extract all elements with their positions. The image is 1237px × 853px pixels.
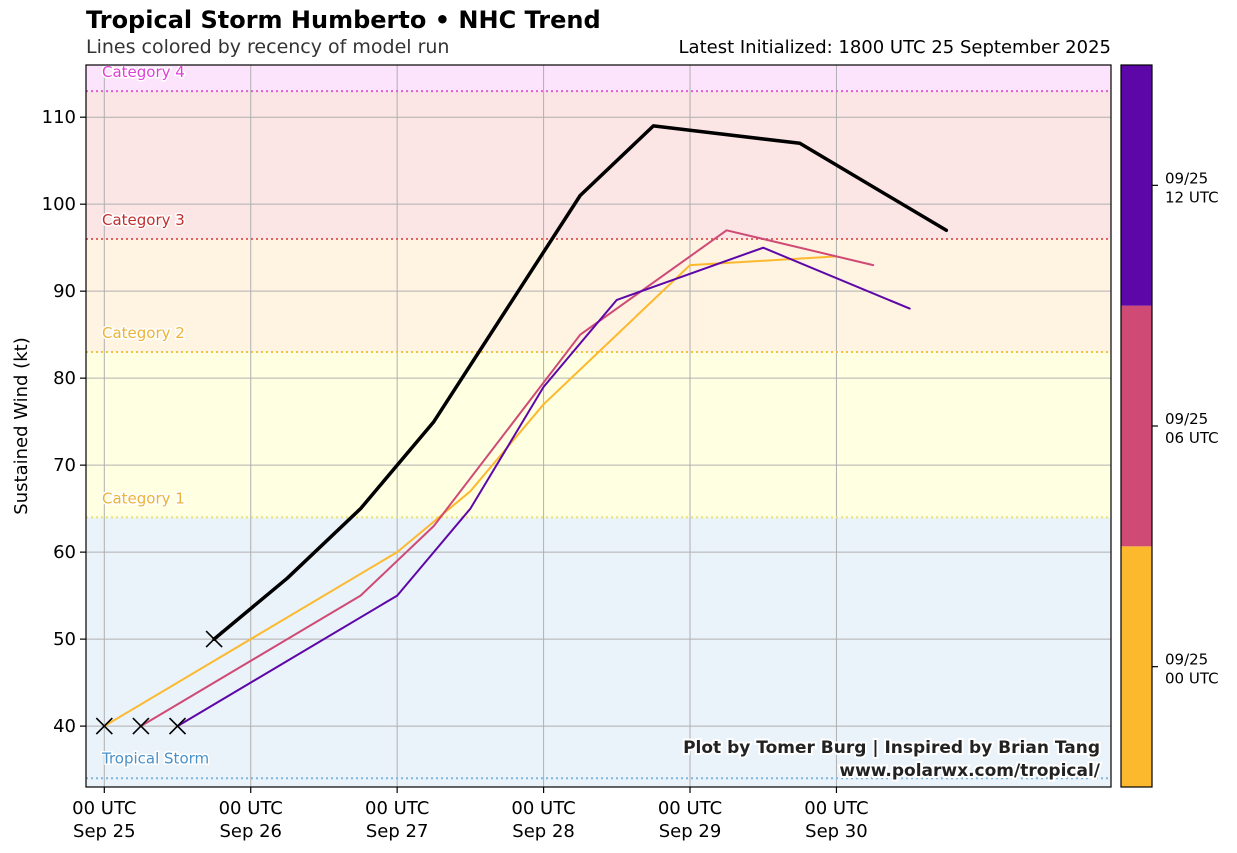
- colorbar-tick-date: 09/25: [1165, 651, 1208, 669]
- x-tick-label-time: 00 UTC: [658, 798, 722, 819]
- initial-marker: [205, 630, 223, 648]
- x-tick-label-date: Sep 25: [73, 821, 136, 842]
- colorbar-tick-time: 12 UTC: [1165, 188, 1219, 206]
- y-tick-label: 50: [53, 629, 76, 650]
- chart-subtitle: Lines colored by recency of model run: [86, 36, 450, 58]
- x-tick-label-date: Sep 30: [805, 821, 868, 842]
- colorbar-tick-time: 00 UTC: [1165, 670, 1219, 688]
- chart-title: Tropical Storm Humberto • NHC Trend: [86, 6, 601, 34]
- credit-text: Plot by Tomer Burg | Inspired by Brian T…: [681, 736, 1103, 783]
- credit-line-1: Plot by Tomer Burg | Inspired by Brian T…: [683, 738, 1100, 758]
- category-band: [86, 517, 1111, 787]
- plot-frame: [85, 64, 1112, 788]
- category-band: [86, 65, 1111, 92]
- x-tick-label-time: 00 UTC: [511, 798, 575, 819]
- forecast-series-line: [212, 124, 949, 641]
- x-tick-label-date: Sep 27: [366, 821, 429, 842]
- category-label: Category 2: [102, 324, 185, 342]
- y-tick-label: 110: [42, 107, 76, 128]
- forecast-lines: [103, 124, 949, 728]
- colorbar-segment: [1121, 305, 1152, 547]
- y-axis-ticks: 40 50 60 70 80 90 100 110: [42, 107, 86, 737]
- y-tick-label: 100: [42, 194, 76, 215]
- category-threshold-lines: [86, 90, 1111, 780]
- colorbar-segment: [1121, 65, 1152, 306]
- y-axis-label: Sustained Wind (kt): [11, 337, 32, 514]
- colorbar-tick-time: 06 UTC: [1165, 429, 1219, 447]
- y-tick-label: 40: [53, 716, 76, 737]
- x-tick-label-time: 00 UTC: [72, 798, 136, 819]
- category-bands: [86, 65, 1111, 787]
- y-tick-label: 60: [53, 542, 76, 563]
- initial-marker: [132, 717, 150, 735]
- x-tick-label-time: 00 UTC: [804, 798, 868, 819]
- x-tick-label-date: Sep 28: [512, 821, 575, 842]
- colorbar-tick-date: 09/25: [1165, 410, 1208, 428]
- colorbar-tick-date: 09/25: [1165, 169, 1208, 187]
- y-tick-label: 80: [53, 368, 76, 389]
- y-tick-label: 90: [53, 281, 76, 302]
- colorbar-segment: [1121, 546, 1152, 787]
- credit-line-2: www.polarwx.com/tropical/: [839, 761, 1100, 781]
- x-tick-label-time: 00 UTC: [365, 798, 429, 819]
- forecast-series-line: [139, 229, 875, 728]
- category-label: Category 1: [102, 489, 185, 507]
- forecast-series-line: [176, 246, 911, 728]
- category-band: [86, 352, 1111, 518]
- x-tick-label-time: 00 UTC: [219, 798, 283, 819]
- category-label: Tropical Storm: [101, 749, 209, 767]
- initial-intensity-markers: [95, 630, 223, 735]
- category-band: [86, 238, 1111, 353]
- x-tick-label-date: Sep 26: [219, 821, 282, 842]
- initial-marker: [168, 717, 187, 735]
- y-tick-label: 70: [53, 455, 76, 476]
- category-band: [86, 91, 1111, 239]
- category-label: Category 4: [102, 63, 185, 81]
- category-label: Category 3: [102, 211, 185, 229]
- latest-initialized-label: Latest Initialized: 1800 UTC 25 Septembe…: [678, 37, 1111, 58]
- initial-marker: [95, 717, 113, 735]
- x-tick-label-date: Sep 29: [659, 821, 722, 842]
- category-labels: Tropical Storm Category 1 Category 2 Catego…: [100, 62, 211, 769]
- grid-lines: [86, 65, 1111, 787]
